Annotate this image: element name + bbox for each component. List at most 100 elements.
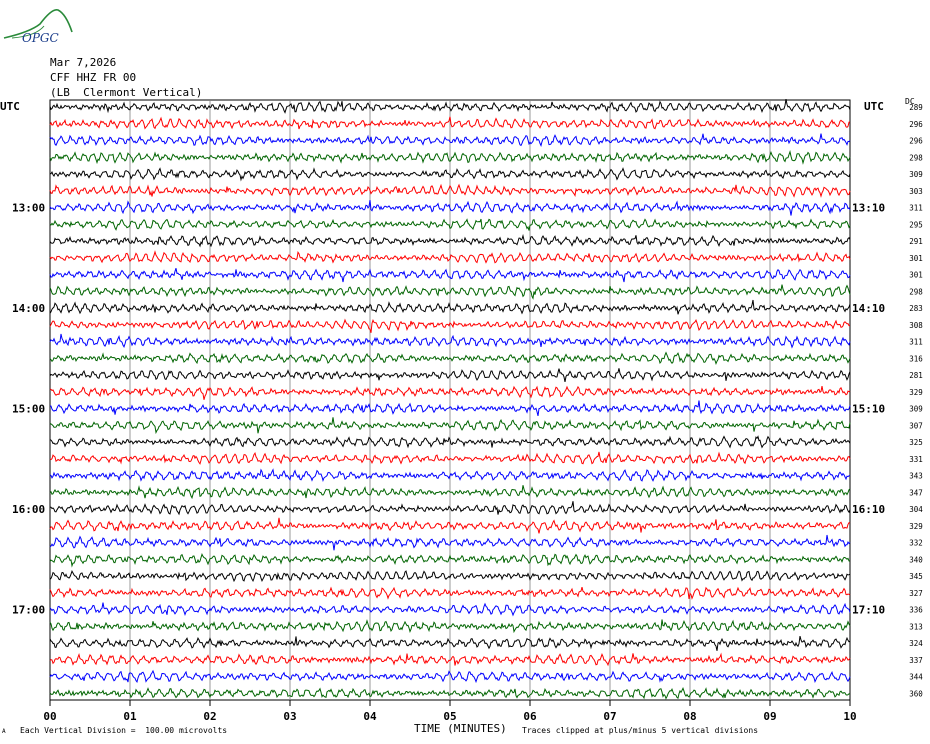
- trace-21: [49, 451, 851, 465]
- trace-34: [49, 669, 851, 684]
- trace-24: [49, 501, 851, 516]
- x-tick-label: 08: [683, 710, 696, 723]
- grid: [49, 99, 851, 706]
- dc-offset-label: 301: [909, 271, 923, 280]
- dc-offset-label: 289: [909, 103, 923, 112]
- x-tick-label: 05: [443, 710, 456, 723]
- trace-32: [49, 635, 851, 651]
- right-time-label: 14:10: [852, 302, 885, 315]
- traces: [49, 99, 851, 700]
- labels: 00 01 02 03 04 05 06 07 08 09 10 289 296 296 298 309 303…: [12, 103, 923, 723]
- dc-offset-label: 296: [909, 137, 923, 146]
- dc-offset-label: 360: [909, 689, 923, 698]
- x-tick-label: 03: [283, 710, 296, 723]
- trace-7: [49, 218, 851, 231]
- trace-18: [49, 400, 851, 417]
- header-date: Mar 7,2026: [50, 56, 117, 69]
- dc-offset-label: 332: [909, 539, 923, 548]
- dc-offset-label: 308: [909, 321, 923, 330]
- trace-0: [49, 99, 851, 114]
- dc-offset-label: 298: [909, 153, 923, 162]
- dc-offset-label: 296: [909, 120, 923, 129]
- trace-28: [49, 569, 851, 583]
- trace-6: [49, 200, 851, 216]
- header-location: (LB Clermont Vertical): [50, 86, 203, 99]
- left-time-label: 17:00: [12, 604, 45, 617]
- left-time-label: 16:00: [12, 503, 45, 516]
- dc-offset-label: 331: [909, 455, 923, 464]
- dc-offset-label: 309: [909, 170, 923, 179]
- dc-offset-label: 340: [909, 555, 923, 564]
- trace-14: [49, 333, 851, 349]
- dc-offset-label: 336: [909, 606, 923, 615]
- trace-2: [49, 133, 851, 147]
- left-time-label: 15:00: [12, 403, 45, 416]
- dc-offset-label: 343: [909, 472, 923, 481]
- trace-23: [49, 485, 851, 500]
- logo-arc: [3, 8, 73, 39]
- clip-note: Traces clipped at plus/minus 5 vertical …: [522, 726, 759, 735]
- trace-35: [49, 686, 851, 700]
- x-tick-label: 07: [603, 710, 616, 723]
- trace-20: [49, 435, 851, 449]
- dc-offset-label: 303: [909, 187, 923, 196]
- left-tz-label: UTC: [0, 100, 20, 113]
- dc-offset-label: 291: [909, 237, 923, 246]
- trace-11: [49, 284, 851, 300]
- trace-1: [49, 116, 851, 130]
- dc-offset-label: 347: [909, 488, 923, 497]
- trace-15: [49, 351, 851, 366]
- trace-30: [49, 602, 851, 617]
- right-time-label: 16:10: [852, 503, 885, 516]
- trace-3: [49, 150, 851, 165]
- opgc-logo: OPGC: [3, 8, 73, 44]
- dc-offset-label: 311: [909, 338, 923, 347]
- logo-text: OPGC: [22, 31, 59, 44]
- trace-31: [49, 619, 851, 634]
- left-time-label: 14:00: [12, 302, 45, 315]
- dc-offset-label: 281: [909, 371, 923, 380]
- dc-label: DC: [905, 97, 915, 106]
- x-tick-label: 00: [43, 710, 56, 723]
- dc-offset-label: 298: [909, 287, 923, 296]
- trace-33: [49, 652, 851, 667]
- trace-5: [49, 183, 851, 198]
- trace-8: [49, 233, 851, 248]
- x-tick-label: 06: [523, 710, 537, 723]
- trace-13: [49, 318, 850, 333]
- dc-offset-label: 345: [909, 572, 923, 581]
- dc-offset-label: 283: [909, 304, 923, 313]
- x-tick-label: 09: [763, 710, 776, 723]
- trace-19: [49, 417, 851, 435]
- x-tick-label: 10: [843, 710, 856, 723]
- dc-offset-label: 316: [909, 354, 923, 363]
- right-time-label: 13:10: [852, 202, 885, 215]
- right-tz-label: UTC: [864, 100, 884, 113]
- header-station: CFF HHZ FR 00: [50, 71, 137, 84]
- right-time-label: 15:10: [852, 403, 885, 416]
- dc-offset-label: 304: [909, 505, 923, 514]
- x-tick-label: 02: [203, 710, 216, 723]
- dc-offset-label: 329: [909, 522, 923, 531]
- trace-4: [49, 167, 851, 182]
- trace-25: [49, 517, 851, 534]
- trace-12: [49, 299, 851, 315]
- left-time-label: 13:00: [12, 202, 45, 215]
- dc-offset-label: 337: [909, 656, 923, 665]
- trace-16: [49, 368, 851, 382]
- dc-offset-label: 325: [909, 438, 923, 447]
- dc-offset-label: 301: [909, 254, 923, 263]
- dc-offset-label: 324: [909, 639, 923, 648]
- x-tick-label: 01: [123, 710, 137, 723]
- trace-29: [49, 586, 851, 600]
- scale-note: Each Vertical Division = 100.00 microvol…: [20, 726, 228, 735]
- trace-22: [49, 468, 851, 482]
- trace-17: [49, 385, 851, 400]
- trace-27: [49, 552, 851, 568]
- dc-offset-label: 329: [909, 388, 923, 397]
- footer-mark: A: [2, 728, 6, 735]
- dc-offset-label: 309: [909, 405, 923, 414]
- dc-offset-label: 327: [909, 589, 923, 598]
- dc-offset-label: 311: [909, 204, 923, 213]
